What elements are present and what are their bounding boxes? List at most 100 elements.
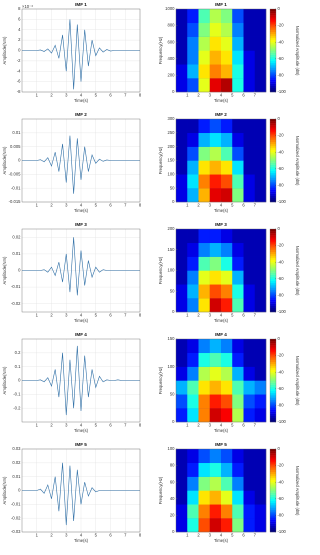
spectrogram-cell [187,22,199,37]
colorbar-step [270,343,276,346]
y-tick-label: -0.01 [11,185,21,190]
x-tick-label: 5 [231,533,234,538]
y-tick-label: -0.01 [11,501,21,506]
spectrogram-cell [254,352,267,367]
x-tick-label: 5 [95,93,98,98]
colorbar-step [270,44,276,47]
x-tick-label: 4 [220,533,223,538]
spectrogram-cell [176,408,188,423]
spectrogram-cell [176,146,188,161]
colorbar-step [270,168,276,172]
spectrogram-cell [243,298,255,313]
colorbar-step [270,500,276,504]
y-axis-label: Frequency(Hz) [158,366,163,394]
x-tick-label: 2 [50,533,53,538]
colorbar-step [270,405,276,408]
colorbar-step [270,239,276,242]
spectrogram-cell [232,9,244,24]
spectrogram-cell [221,298,233,313]
spectrogram-cell [232,256,244,271]
spectrogram-cell [209,146,222,161]
colorbar-tick-label: -100 [278,529,287,534]
spectrogram-cell [187,9,199,24]
spectrogram-cell [187,380,199,395]
colorbar-step [270,351,276,354]
colorbar-step [270,15,276,18]
spectrogram-cell [198,284,210,299]
spectrogram-cell [209,270,222,285]
colorbar-step [270,270,276,273]
colorbar-step [270,197,276,201]
colorbar-step [270,403,276,406]
spectrogram-cell [209,394,222,409]
spectrogram-cell [187,242,199,257]
colorbar-tick-label: -40 [278,39,285,44]
spectrogram-cell [187,490,199,505]
spectrogram-cell [209,174,222,189]
x-tick-label: 4 [220,313,223,318]
colorbar-step [270,154,276,157]
colorbar-tick-label: -100 [278,419,287,424]
spectrogram-cell [232,352,244,367]
x-tick-label: 3 [209,313,212,318]
colorbar-step [270,175,276,178]
spectrogram-cell [198,394,210,409]
colorbar-step [270,143,276,147]
colorbar-step [270,515,276,518]
colorbar-step [270,137,276,140]
colorbar-step [270,278,276,282]
colorbar-step [270,355,276,358]
colorbar-step [270,467,276,470]
colorbar-tick-label: -40 [278,479,285,484]
waveform [22,135,140,194]
colorbar-step [270,179,276,182]
y-tick-label: -0.2 [13,405,21,410]
spectrogram-cell [176,284,188,299]
y-tick-label: 250 [168,130,176,135]
colorbar-step [270,166,276,169]
y-tick-label: -4 [17,68,21,73]
spectrogram-cell [221,462,233,477]
x-tick-label: 4 [80,533,83,538]
spectrogram-cell [243,284,255,299]
spectrogram-cell [176,366,188,381]
spectrogram-cell [232,78,244,93]
colorbar-step [270,380,276,383]
spectrogram-cell [221,22,233,37]
x-tick-label: 7 [124,533,127,538]
colorbar-frame [269,8,277,93]
y-tick-label: 50 [170,288,175,293]
y-axis-label: Frequency(Hz) [158,36,163,64]
colorbar-step [270,397,276,400]
colorbar-step [270,54,276,57]
colorbar-step [270,67,276,70]
page: {"chart_data":[ {"type":"line","title":"… [2,2,300,544]
spectrogram-cell [187,50,199,65]
spectrogram-cell [232,270,244,285]
spectrogram-cell [209,50,222,65]
spectrogram-cell [176,132,188,147]
spectrogram-cell [198,298,210,313]
axis-title: IMF 2 [215,112,227,117]
x-tick-label: 5 [231,313,234,318]
spectrogram-cell [187,394,199,409]
colorbar-step [270,135,276,138]
spectrogram-cell [187,449,199,464]
spectrogram-cell [254,22,267,37]
colorbar-step [270,73,276,76]
spectrogram-cell [198,64,210,79]
colorbar-step [270,170,276,174]
y-tick-label: 200 [168,226,176,231]
colorbar-step [270,368,276,371]
x-tick-label: 6 [242,93,245,98]
spectrogram-cell [221,284,233,299]
colorbar-step [270,245,276,248]
spectrogram-cell [221,160,233,175]
spectrogram-cell [254,188,267,203]
colorbar-step [270,511,276,514]
y-tick-label: -0.015 [9,199,22,204]
colorbar-tick-label: -20 [278,243,285,248]
y-tick-label: 150 [168,247,176,252]
spectrogram-cell [232,449,244,464]
colorbar-step [270,492,276,495]
